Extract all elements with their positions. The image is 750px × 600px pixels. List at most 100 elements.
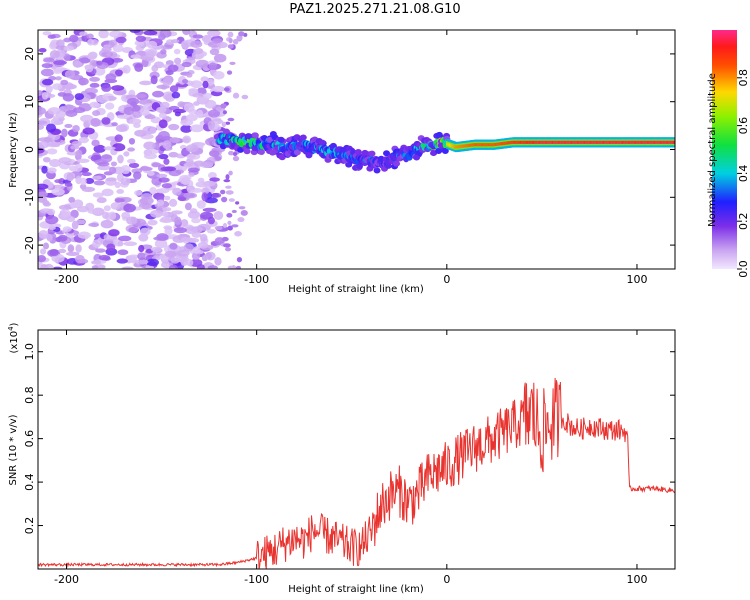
noise-blob	[226, 70, 233, 75]
noise-blob	[223, 179, 231, 183]
noise-blob	[80, 114, 94, 123]
noise-blob	[114, 134, 123, 143]
noise-blob	[108, 211, 117, 221]
snr-y-tick-label: 0.4	[23, 473, 36, 491]
noise-blob	[129, 30, 141, 34]
spectrogram-y-tick-label: -10	[23, 188, 36, 206]
noise-blob	[160, 48, 167, 55]
noise-blob	[38, 117, 51, 127]
noise-blob	[207, 120, 216, 130]
noise-blob	[211, 192, 222, 198]
spectrogram-x-label: Height of straight line (km)	[288, 284, 424, 295]
noise-blob	[214, 225, 223, 231]
noise-blob	[101, 188, 114, 197]
noise-blob	[183, 103, 195, 113]
noise-blob	[121, 211, 131, 219]
noise-blob	[128, 227, 138, 233]
colorbar-tick-label: 0.2	[737, 212, 750, 230]
noise-blob	[128, 162, 140, 169]
noise-blob	[192, 34, 204, 39]
noise-blob	[191, 217, 201, 224]
noise-blob	[45, 123, 57, 133]
snr-x-tick-label: 100	[626, 573, 647, 586]
noise-blob	[95, 248, 106, 253]
noise-blob	[228, 198, 235, 202]
colorbar-tick-label: 0.0	[737, 260, 750, 278]
noise-blob	[110, 202, 121, 210]
noise-blob	[52, 266, 63, 269]
noise-blob	[38, 254, 47, 263]
noise-blob	[158, 153, 169, 160]
colorbar: 0.0 0.2 0.4 0.6 0.8 Normalized spectral ampl…	[707, 30, 750, 278]
noise-blob	[118, 235, 132, 242]
noise-blob	[193, 160, 205, 167]
noise-blob	[164, 195, 171, 201]
noise-blob	[126, 158, 136, 164]
noise-blob	[93, 66, 106, 76]
spectrogram-x-tick-label: -200	[54, 273, 79, 286]
noise-blob	[227, 31, 234, 38]
snr-series-line	[38, 377, 675, 569]
noise-blob	[169, 85, 179, 93]
signal-halo	[354, 149, 362, 156]
colorbar-gradient	[712, 30, 737, 269]
noise-blob	[117, 249, 129, 256]
noise-blob	[137, 252, 146, 261]
noise-blob	[145, 50, 157, 58]
noise-blob	[235, 265, 241, 269]
noise-blob	[75, 254, 85, 264]
noise-blob	[60, 209, 71, 218]
noise-blob	[185, 259, 194, 267]
noise-blob	[105, 177, 117, 182]
noise-blob	[55, 110, 66, 119]
noise-blob	[195, 59, 210, 68]
noise-blob	[158, 177, 170, 183]
noise-blob	[169, 198, 178, 207]
noise-blob	[237, 217, 245, 223]
noise-blob	[116, 258, 128, 264]
noise-blob	[92, 110, 101, 117]
noise-blob	[95, 94, 110, 104]
noise-blob	[49, 159, 61, 168]
noise-blob	[238, 31, 245, 37]
snr-y-label: SNR (10 * v/v)	[8, 414, 19, 485]
noise-blob	[160, 101, 170, 109]
noise-blob	[213, 53, 227, 63]
noise-blob	[103, 205, 111, 212]
noise-blob	[223, 87, 230, 92]
noise-blob	[38, 191, 48, 198]
noise-blob	[171, 210, 183, 215]
spectrogram-heatmap	[38, 30, 675, 269]
noise-blob	[115, 124, 128, 132]
noise-blob	[147, 219, 158, 226]
noise-blob	[89, 101, 100, 108]
noise-blob	[172, 235, 186, 243]
noise-blob	[53, 60, 67, 66]
noise-blob	[174, 111, 181, 117]
noise-blob	[134, 259, 149, 265]
spectrogram-y-axis: -20 -10 0 10 20	[23, 47, 675, 254]
noise-blob	[227, 117, 235, 122]
noise-blob	[163, 225, 172, 230]
noise-blob	[213, 156, 222, 161]
noise-blob	[201, 192, 208, 202]
noise-blob	[40, 248, 47, 255]
noise-blob	[128, 137, 136, 145]
signal-halo	[299, 134, 307, 141]
snr-y-multiplier: (x104)	[7, 322, 20, 353]
signal-halo	[368, 150, 376, 157]
noise-blob	[84, 87, 98, 95]
noise-blob	[41, 78, 54, 86]
noise-blob	[150, 75, 158, 85]
noise-blob	[202, 207, 217, 213]
noise-blob	[197, 241, 209, 249]
noise-blob	[55, 76, 62, 81]
signal-halo	[435, 131, 443, 138]
noise-blob	[143, 30, 158, 36]
noise-blob	[232, 38, 239, 45]
noise-blob	[191, 252, 201, 261]
signal-halo	[355, 163, 363, 170]
noise-blob	[184, 202, 192, 211]
signal-halo	[222, 128, 230, 135]
